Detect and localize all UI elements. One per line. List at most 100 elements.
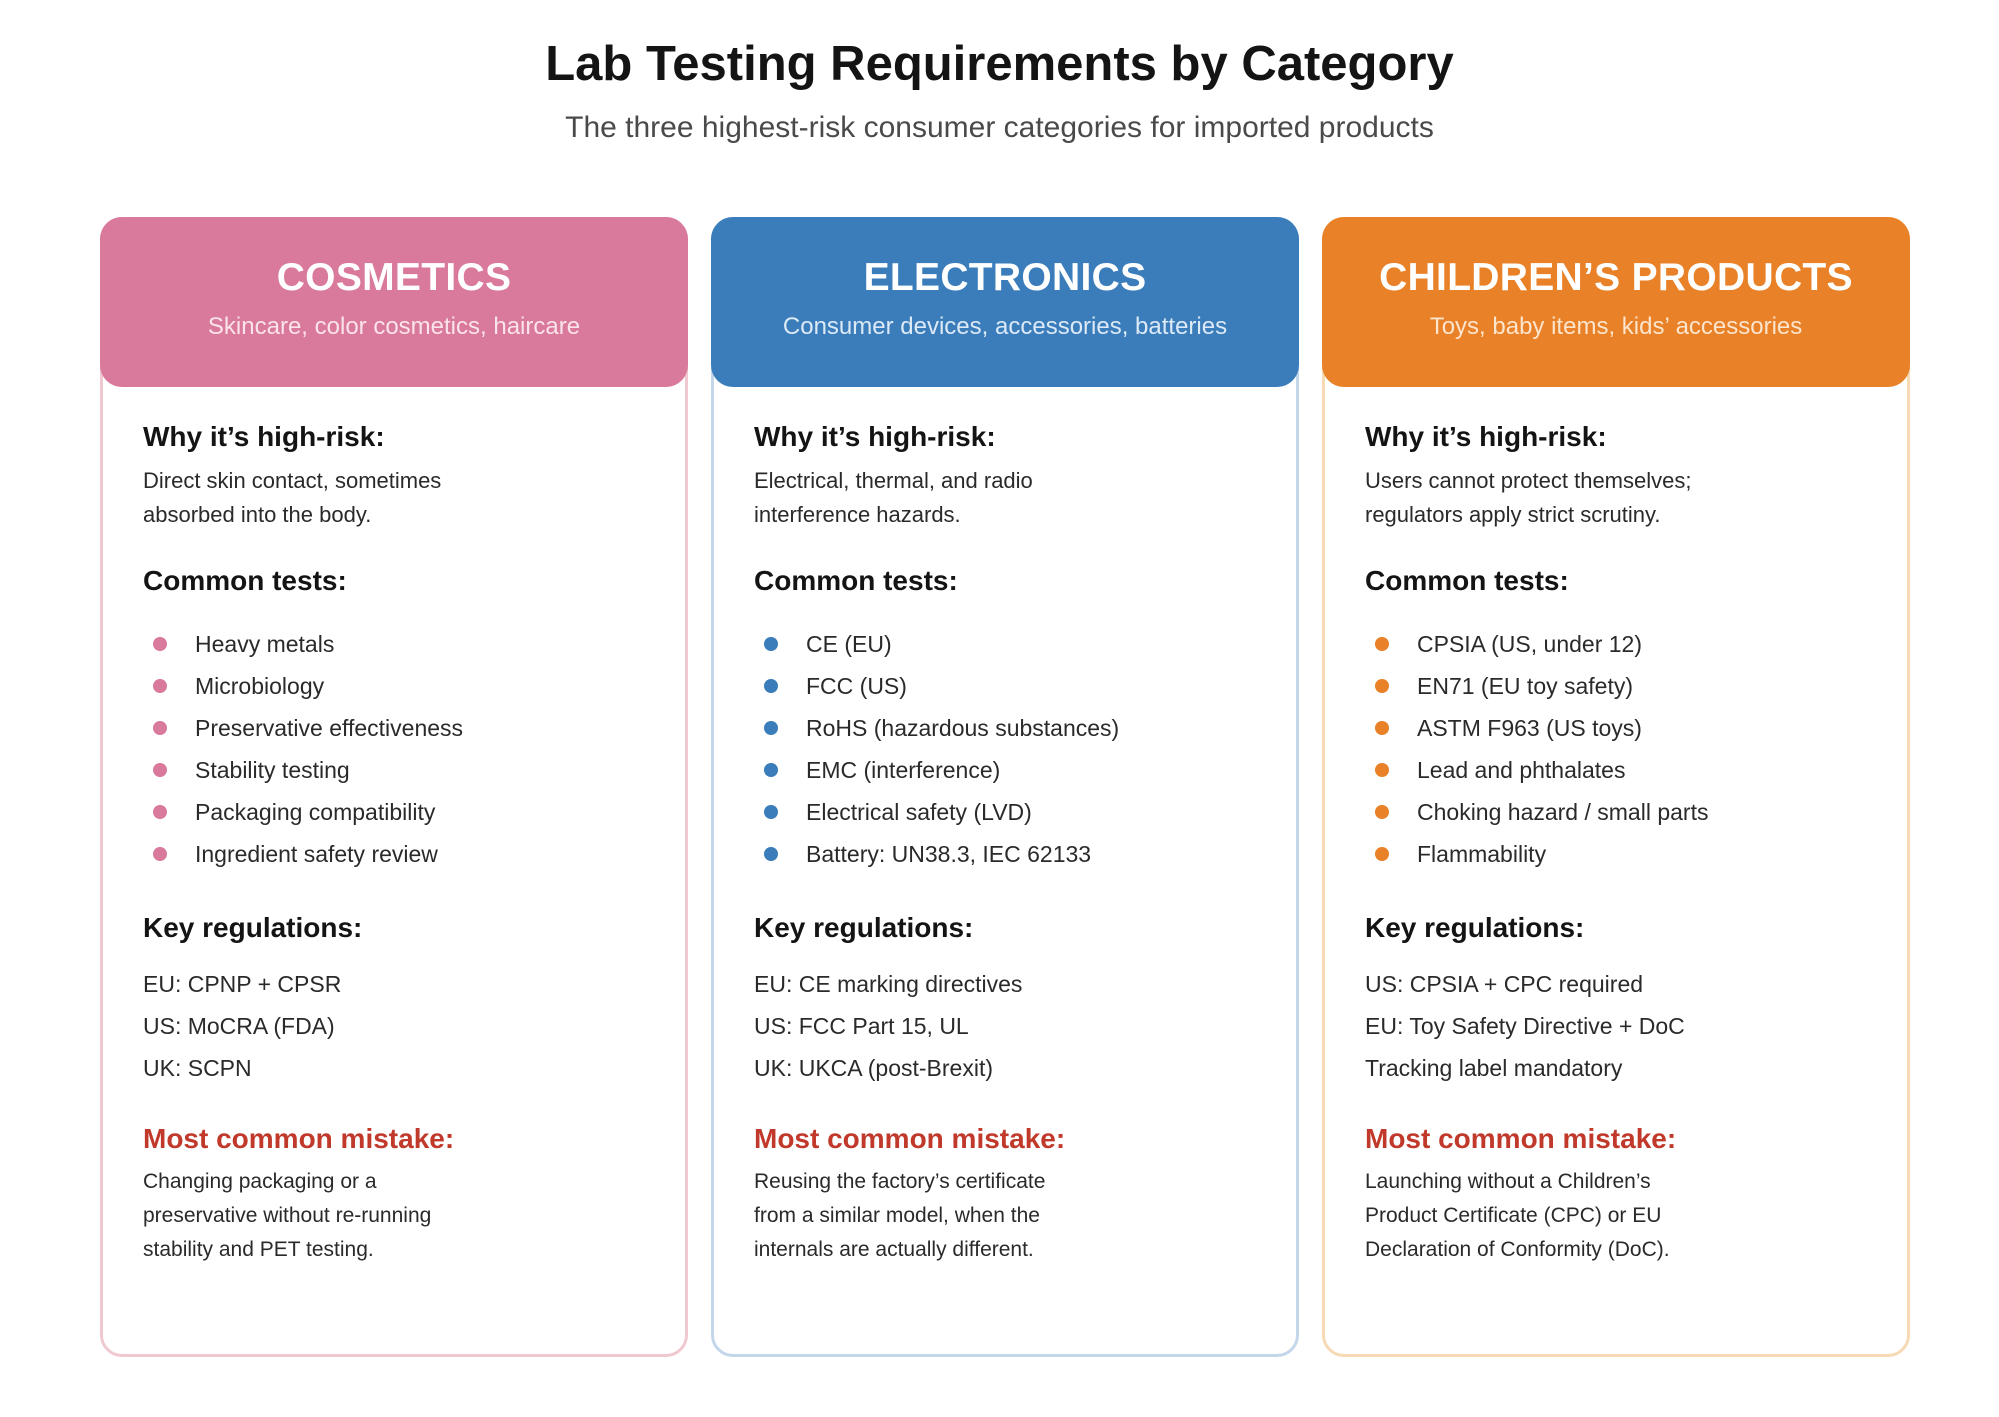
- regulations-list: US: CPSIA + CPC required EU: Toy Safety …: [1365, 963, 1877, 1089]
- regulations-heading: Key regulations:: [143, 912, 363, 944]
- test-item: Lead and phthalates: [1365, 749, 1877, 791]
- test-label: Heavy metals: [195, 630, 335, 657]
- bullet-icon: [1375, 637, 1389, 652]
- regulation-item: UK: UKCA (post-Brexit): [754, 1054, 993, 1081]
- card-body: Why it’s high-risk: Direct skin contact,…: [143, 420, 655, 1267]
- card-title: CHILDREN’S PRODUCTS: [1379, 256, 1853, 299]
- test-item: Choking hazard / small parts: [1365, 791, 1877, 833]
- test-label: Battery: UN38.3, IEC 62133: [806, 840, 1092, 867]
- test-label: Ingredient safety review: [195, 840, 438, 867]
- bullet-icon: [153, 805, 167, 820]
- regulation-item: EU: CPNP + CPSR: [143, 970, 342, 997]
- test-label: Preservative effectiveness: [195, 714, 464, 741]
- card-body: Why it’s high-risk: Users cannot protect…: [1365, 420, 1877, 1267]
- test-item: Stability testing: [143, 749, 655, 791]
- test-label: CPSIA (US, under 12): [1417, 630, 1642, 657]
- why-heading: Why it’s high-risk:: [754, 421, 996, 452]
- bullet-icon: [1375, 847, 1389, 862]
- tests-list: Heavy metals Microbiology Preservative e…: [143, 623, 655, 875]
- test-label: Choking hazard / small parts: [1417, 798, 1709, 825]
- tests-list: CPSIA (US, under 12) EN71 (EU toy safety…: [1365, 623, 1877, 875]
- bullet-icon: [764, 637, 778, 652]
- mistake-text: Launching without a Children’s Product C…: [1365, 1169, 1670, 1261]
- bullet-icon: [764, 805, 778, 820]
- test-label: Stability testing: [195, 756, 350, 783]
- why-text: Direct skin contact, sometimes absorbed …: [143, 467, 442, 527]
- test-label: FCC (US): [806, 672, 907, 699]
- page-title: Lab Testing Requirements by Category: [545, 37, 1454, 91]
- regulation-item: Tracking label mandatory: [1365, 1054, 1623, 1081]
- test-label: Lead and phthalates: [1417, 756, 1626, 783]
- bullet-icon: [153, 721, 167, 736]
- card-header: COSMETICS Skincare, color cosmetics, hai…: [100, 217, 688, 387]
- bullet-icon: [764, 721, 778, 736]
- bullet-icon: [1375, 763, 1389, 778]
- test-item: Heavy metals: [143, 623, 655, 665]
- test-label: EN71 (EU toy safety): [1417, 672, 1634, 699]
- bullet-icon: [764, 763, 778, 778]
- regulations-heading: Key regulations:: [754, 912, 974, 944]
- regulation-item: EU: CE marking directives: [754, 970, 1023, 997]
- test-item: Microbiology: [143, 665, 655, 707]
- card-description: Consumer devices, accessories, batteries: [782, 313, 1228, 340]
- bullet-icon: [1375, 721, 1389, 736]
- test-label: Microbiology: [195, 672, 325, 699]
- test-item: Electrical safety (LVD): [754, 791, 1266, 833]
- tests-heading: Common tests:: [1365, 564, 1569, 596]
- regulation-item: UK: SCPN: [143, 1054, 252, 1081]
- test-item: CE (EU): [754, 623, 1266, 665]
- test-label: RoHS (hazardous substances): [806, 714, 1120, 741]
- test-label: Flammability: [1417, 840, 1547, 867]
- bullet-icon: [153, 763, 167, 778]
- mistake-heading: Most common mistake:: [1365, 1122, 1677, 1154]
- category-cards: COSMETICS Skincare, color cosmetics, hai…: [100, 217, 1910, 1357]
- bullet-icon: [1375, 805, 1389, 820]
- regulations-heading: Key regulations:: [1365, 912, 1585, 944]
- test-label: ASTM F963 (US toys): [1417, 714, 1642, 741]
- card-title: ELECTRONICS: [863, 256, 1147, 299]
- tests-heading: Common tests:: [143, 564, 347, 596]
- why-text: Electrical, thermal, and radio interfere…: [754, 467, 1033, 527]
- test-item: FCC (US): [754, 665, 1266, 707]
- mistake-text: Reusing the factory’s certificate from a…: [754, 1169, 1046, 1261]
- bullet-icon: [764, 847, 778, 862]
- bullet-icon: [153, 637, 167, 652]
- card-description: Toys, baby items, kids’ accessories: [1429, 313, 1803, 340]
- tests-heading: Common tests:: [754, 564, 958, 596]
- why-heading: Why it’s high-risk:: [143, 421, 385, 452]
- test-item: Ingredient safety review: [143, 833, 655, 875]
- card-header: ELECTRONICS Consumer devices, accessorie…: [711, 217, 1299, 387]
- test-item: ASTM F963 (US toys): [1365, 707, 1877, 749]
- bullet-icon: [153, 847, 167, 862]
- bullet-icon: [764, 679, 778, 694]
- card-header: CHILDREN’S PRODUCTS Toys, baby items, ki…: [1322, 217, 1910, 387]
- tests-list: CE (EU) FCC (US) RoHS (hazardous substan…: [754, 623, 1266, 875]
- test-item: CPSIA (US, under 12): [1365, 623, 1877, 665]
- cosmetics-card: COSMETICS Skincare, color cosmetics, hai…: [100, 217, 688, 1357]
- regulation-item: US: CPSIA + CPC required: [1365, 970, 1644, 997]
- test-item: Preservative effectiveness: [143, 707, 655, 749]
- regulation-item: US: FCC Part 15, UL: [754, 1012, 969, 1039]
- test-item: Battery: UN38.3, IEC 62133: [754, 833, 1266, 875]
- test-label: Packaging compatibility: [195, 798, 436, 825]
- electronics-card: ELECTRONICS Consumer devices, accessorie…: [711, 217, 1299, 1357]
- test-item: Flammability: [1365, 833, 1877, 875]
- test-item: RoHS (hazardous substances): [754, 707, 1266, 749]
- test-item: Packaging compatibility: [143, 791, 655, 833]
- test-label: Electrical safety (LVD): [806, 798, 1032, 825]
- regulations-list: EU: CE marking directives US: FCC Part 1…: [754, 963, 1266, 1089]
- bullet-icon: [153, 679, 167, 694]
- why-heading: Why it’s high-risk:: [1365, 421, 1607, 452]
- test-label: CE (EU): [806, 630, 892, 657]
- page-subtitle: The three highest-risk consumer categori…: [565, 111, 1434, 144]
- mistake-heading: Most common mistake:: [143, 1122, 455, 1154]
- regulation-item: US: MoCRA (FDA): [143, 1012, 335, 1039]
- card-title: COSMETICS: [276, 256, 512, 299]
- mistake-text: Changing packaging or a preservative wit…: [143, 1169, 432, 1261]
- childrens-products-card: CHILDREN’S PRODUCTS Toys, baby items, ki…: [1322, 217, 1910, 1357]
- regulation-item: EU: Toy Safety Directive + DoC: [1365, 1012, 1685, 1039]
- mistake-heading: Most common mistake:: [754, 1122, 1066, 1154]
- test-item: EN71 (EU toy safety): [1365, 665, 1877, 707]
- card-body: Why it’s high-risk: Electrical, thermal,…: [754, 420, 1266, 1267]
- test-item: EMC (interference): [754, 749, 1266, 791]
